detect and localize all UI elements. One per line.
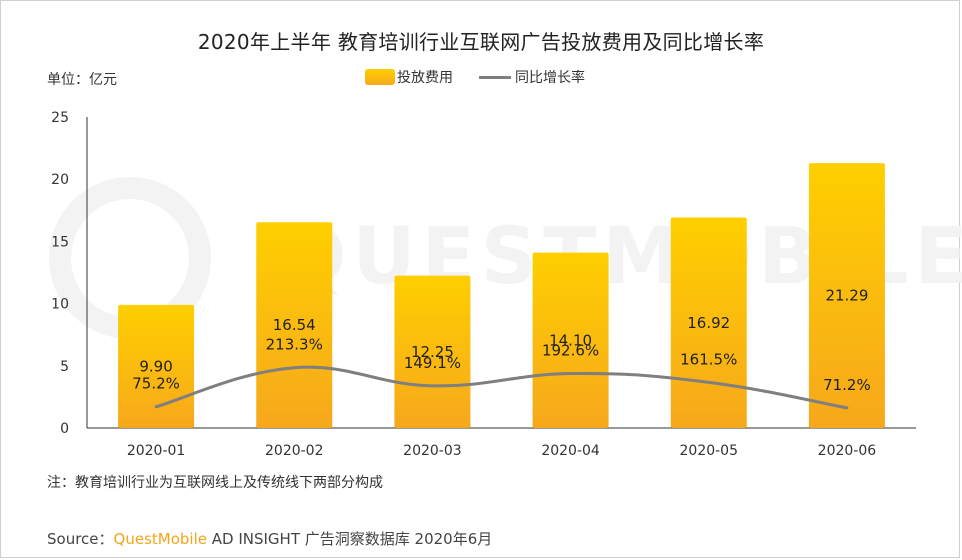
y-tick-label: 20 [51,172,69,188]
growth-rate-line [154,365,849,410]
legend-line-label: 同比增长率 [515,70,585,86]
bar-value-label: 14.10 [549,331,592,349]
bar-2020-04 [532,252,609,428]
line-value-label: 161.5% [680,350,737,368]
y-tick-label: 15 [51,234,69,250]
source-prefix: Source： [47,530,114,548]
footnote: 注：教育培训行业为互联网线上及传统线下两部分构成 [47,475,383,491]
y-tick-label: 5 [60,359,69,375]
unit-label: 单位：亿元 [47,72,117,88]
bar-2020-03 [394,275,471,428]
x-tick-label: 2020-06 [818,443,877,459]
legend-bar-label: 投放费用 [397,70,453,86]
line-value-label: 71.2% [823,376,871,394]
legend-bar-swatch [365,69,395,85]
line-value-label: 213.3% [266,336,323,354]
legend: 投放费用 同比增长率 [365,67,611,87]
bar-2020-06 [808,163,885,428]
bar-2020-01 [118,304,195,428]
line-value-label: 192.6% [542,342,599,360]
source-brand: QuestMobile [113,530,207,548]
bar-value-label: 12.25 [411,343,454,361]
chart-title: 2020年上半年 教育培训行业互联网广告投放费用及同比增长率 [197,30,765,54]
bar-2020-02 [256,222,333,428]
source-line: Source：QuestMobile AD INSIGHT 广告洞察数据库 20… [47,528,492,549]
bar-value-label: 21.29 [825,287,868,305]
bar-value-label: 16.54 [273,316,316,334]
bar-value-label: 16.92 [687,314,730,332]
legend-item-line: 同比增长率 [479,67,585,87]
legend-item-bar: 投放费用 [365,67,453,87]
x-tick-label: 2020-03 [403,443,462,459]
line-value-label: 149.1% [404,354,461,372]
line-value-label: 75.2% [132,375,180,393]
source-suffix: AD INSIGHT 广告洞察数据库 2020年6月 [206,530,493,548]
x-tick-label: 2020-05 [680,443,739,459]
bar-2020-05 [670,217,747,428]
y-tick-label: 10 [51,297,69,313]
bar-value-label: 9.90 [139,357,172,375]
y-tick-label: 25 [51,110,69,126]
x-tick-label: 2020-04 [541,443,600,459]
y-tick-label: 0 [60,421,69,437]
legend-line-swatch [479,75,511,79]
x-tick-label: 2020-01 [127,443,186,459]
x-tick-label: 2020-02 [265,443,324,459]
